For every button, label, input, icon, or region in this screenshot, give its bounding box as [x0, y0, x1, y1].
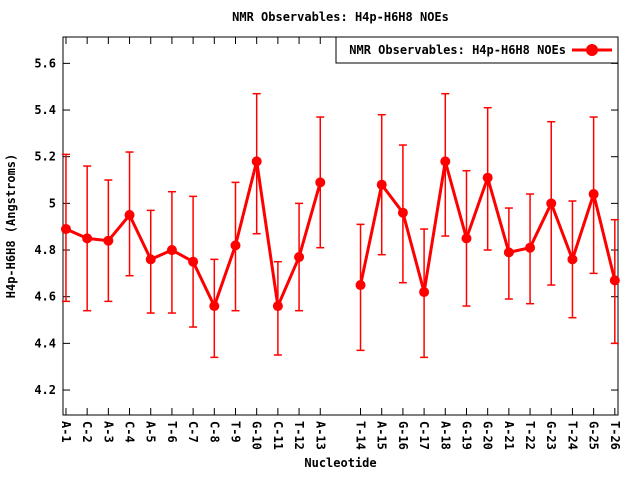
data-point [588, 189, 599, 200]
data-point [355, 280, 366, 291]
x-tick-label: A-21 [502, 421, 516, 450]
data-point [376, 179, 387, 190]
y-tick-label: 5.6 [34, 56, 56, 70]
y-tick-label: 5 [49, 196, 56, 210]
data-point [609, 275, 620, 286]
data-point [251, 156, 262, 167]
data-point [461, 233, 472, 244]
data-point [103, 235, 114, 246]
legend-marker [586, 44, 598, 56]
x-tick-label: C-17 [417, 421, 431, 450]
x-tick-label: T-12 [292, 421, 306, 450]
legend-box [335, 36, 619, 64]
y-tick-label: 4.4 [34, 336, 56, 350]
x-tick-label: A-5 [144, 421, 158, 443]
data-point [230, 240, 241, 251]
legend-label: NMR Observables: H4p-H6H8 NOEs [349, 43, 566, 57]
x-tick-label: G-16 [396, 421, 410, 450]
x-tick-label: T-9 [228, 421, 242, 443]
data-point [482, 172, 493, 183]
x-tick-label: G-23 [544, 421, 558, 450]
x-tick-label: G-10 [250, 421, 264, 450]
y-tick-label: 4.8 [34, 243, 56, 257]
x-tick-label: C-7 [186, 421, 200, 443]
x-tick-label: C-2 [80, 421, 94, 443]
y-tick-label: 4.6 [34, 290, 56, 304]
data-point [209, 301, 220, 312]
data-point [546, 198, 557, 209]
data-point [145, 254, 156, 265]
data-point [567, 254, 578, 265]
chart-title: NMR Observables: H4p-H6H8 NOEs [232, 10, 449, 24]
y-tick-label: 5.4 [34, 103, 56, 117]
x-tick-label: C-8 [207, 421, 221, 443]
x-tick-label: T-6 [165, 421, 179, 443]
y-tick-label: 5.2 [34, 150, 56, 164]
data-point [60, 224, 71, 235]
x-tick-label: G-19 [459, 421, 473, 450]
x-tick-label: T-24 [565, 421, 579, 450]
x-tick-label: A-3 [101, 421, 115, 443]
x-tick-label: A-18 [438, 421, 452, 450]
data-point [294, 252, 305, 263]
data-point [124, 210, 135, 221]
data-point [397, 207, 408, 218]
x-tick-label: C-4 [123, 421, 137, 443]
x-tick-label: A-1 [59, 421, 73, 443]
x-tick-label: A-15 [375, 421, 389, 450]
x-tick-label: G-20 [481, 421, 495, 450]
data-point [272, 301, 283, 312]
x-tick-label: A-13 [313, 421, 327, 450]
x-axis-label: Nucleotide [304, 456, 376, 470]
x-tick-label: C-11 [271, 421, 285, 450]
x-tick-label: T-22 [523, 421, 537, 450]
y-axis-label: H4p-H6H8 (Angstroms) [4, 154, 18, 299]
data-point [315, 177, 326, 188]
data-point [503, 247, 514, 258]
data-point [166, 245, 177, 256]
data-point [440, 156, 451, 167]
x-tick-label: T-14 [354, 421, 368, 450]
data-point [525, 242, 536, 253]
y-tick-label: 4.2 [34, 383, 56, 397]
data-point [419, 287, 430, 298]
data-point [82, 233, 93, 244]
x-tick-label: G-25 [587, 421, 601, 450]
x-tick-label: T-26 [608, 421, 622, 450]
data-point [188, 256, 199, 267]
